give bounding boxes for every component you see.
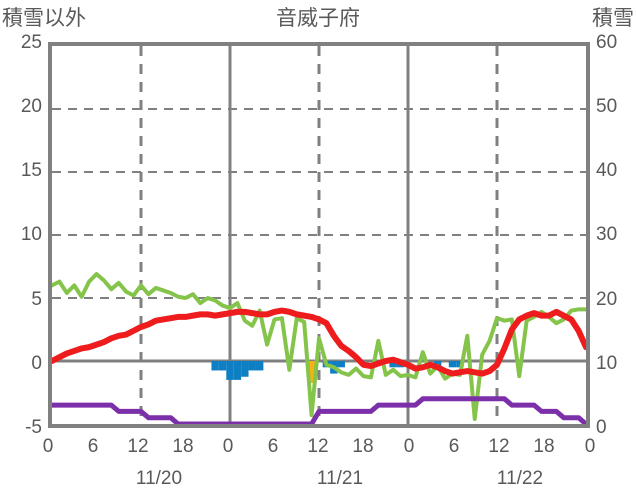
x-axis-tick: 18 xyxy=(172,436,194,457)
x-axis-tick: 18 xyxy=(533,436,555,457)
x-axis-tick: 12 xyxy=(488,436,510,457)
y-axis-tick-left: 25 xyxy=(20,32,42,53)
x-axis-tick: 0 xyxy=(222,436,234,457)
left-axis-unit-label: 積雪以外 xyxy=(2,7,86,30)
y-axis-tick-right: 60 xyxy=(596,32,618,53)
x-axis-date-label: 11/22 xyxy=(496,468,544,489)
y-axis-tick-left: -5 xyxy=(25,417,42,438)
right-axis-unit-label: 積雪 xyxy=(592,7,634,30)
weather-chart-svg xyxy=(52,46,586,424)
x-axis-tick: 6 xyxy=(267,436,279,457)
x-axis-tick: 0 xyxy=(42,436,54,457)
y-axis-tick-left: 5 xyxy=(31,289,42,310)
y-axis-tick-left: 10 xyxy=(20,224,42,245)
y-axis-tick-left: 0 xyxy=(31,353,42,374)
x-axis-tick: 6 xyxy=(448,436,460,457)
y-axis-tick-right: 40 xyxy=(596,160,618,181)
chart-plot-area xyxy=(48,42,590,428)
chart-canvas xyxy=(52,46,586,424)
x-axis-tick: 12 xyxy=(127,436,149,457)
x-axis-date-label: 11/21 xyxy=(316,468,364,489)
y-axis-tick-left: 20 xyxy=(20,96,42,117)
x-axis-tick: 0 xyxy=(403,436,415,457)
page-title: 音威子府 xyxy=(276,7,360,30)
y-axis-tick-right: 50 xyxy=(596,96,618,117)
y-axis-tick-right: 30 xyxy=(596,224,618,245)
x-axis-date-label: 11/20 xyxy=(135,468,183,489)
y-axis-tick-right: 20 xyxy=(596,289,618,310)
x-axis-tick: 18 xyxy=(352,436,374,457)
x-axis-tick: 12 xyxy=(307,436,329,457)
x-axis-tick: 6 xyxy=(87,436,99,457)
x-axis-tick: 0 xyxy=(584,436,596,457)
y-axis-tick-left: 15 xyxy=(20,160,42,181)
y-axis-tick-right: 10 xyxy=(596,353,618,374)
y-axis-tick-right: 0 xyxy=(596,417,607,438)
